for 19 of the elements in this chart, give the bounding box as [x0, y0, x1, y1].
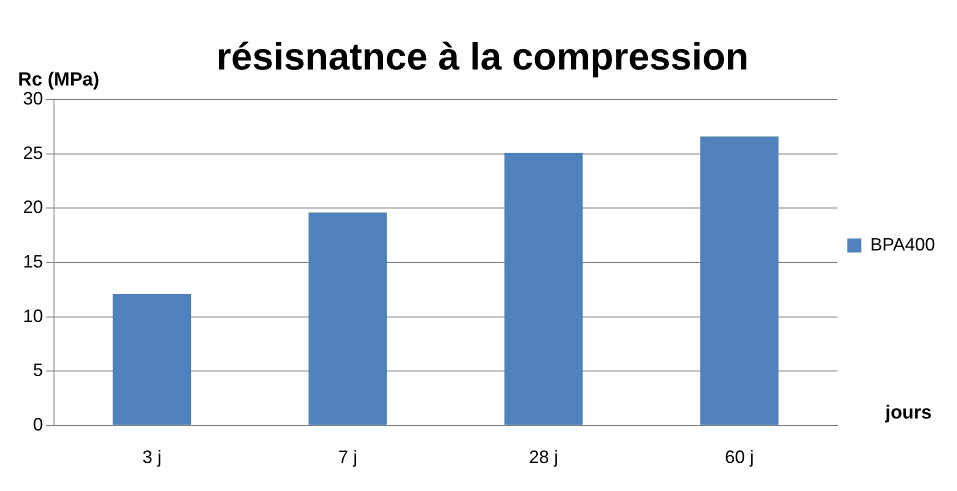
y-tick-label: 10: [22, 306, 44, 326]
y-tick-label: 25: [22, 142, 44, 163]
x-axis-title: jours: [884, 402, 932, 424]
y-tick-label: 0: [33, 414, 44, 434]
y-tick-label: 5: [33, 360, 44, 380]
x-tick-label: 7 j: [338, 447, 358, 468]
x-tick-label: 28 j: [529, 447, 558, 468]
legend-label: BPA400: [870, 234, 936, 254]
y-tick-label: 20: [22, 197, 44, 218]
x-tick-label: 3 j: [142, 447, 162, 468]
x-tick-label: 60 j: [724, 447, 754, 468]
y-axis-title: Rc (MPa): [18, 69, 100, 90]
y-tick-label: 30: [22, 88, 44, 109]
bar: [308, 212, 387, 425]
y-tick-label: 15: [22, 251, 44, 272]
bar: [112, 294, 192, 425]
bar: [700, 136, 779, 425]
chart-title: résisnatnce à la compression: [216, 36, 749, 78]
bar: [504, 152, 583, 425]
